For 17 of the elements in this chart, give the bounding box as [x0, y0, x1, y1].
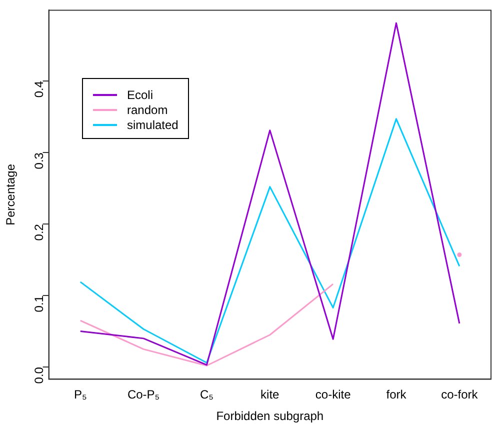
legend-label: Ecoli — [127, 88, 154, 102]
x-tick-label: fork — [386, 388, 408, 402]
legend-label: random — [127, 102, 168, 116]
x-tick-label: Co-P₅ — [127, 388, 160, 402]
x-tick-label: P₅ — [74, 388, 87, 402]
y-tick-label: 0.0 — [32, 366, 46, 384]
x-tick-label: kite — [260, 388, 280, 402]
y-tick-label: 0.1 — [32, 295, 46, 312]
y-tick-label: 0.4 — [32, 80, 46, 98]
y-tick-label: 0.3 — [32, 152, 46, 170]
y-axis-title: Percentage — [4, 164, 18, 226]
x-axis-title: Forbidden subgraph — [216, 409, 324, 424]
y-tick-label: 0.2 — [32, 224, 46, 241]
x-tick-label: C₅ — [200, 388, 214, 402]
legend-label: simulated — [127, 118, 178, 132]
x-tick-label: co-kite — [315, 388, 352, 402]
x-tick-label: co-fork — [441, 388, 479, 402]
